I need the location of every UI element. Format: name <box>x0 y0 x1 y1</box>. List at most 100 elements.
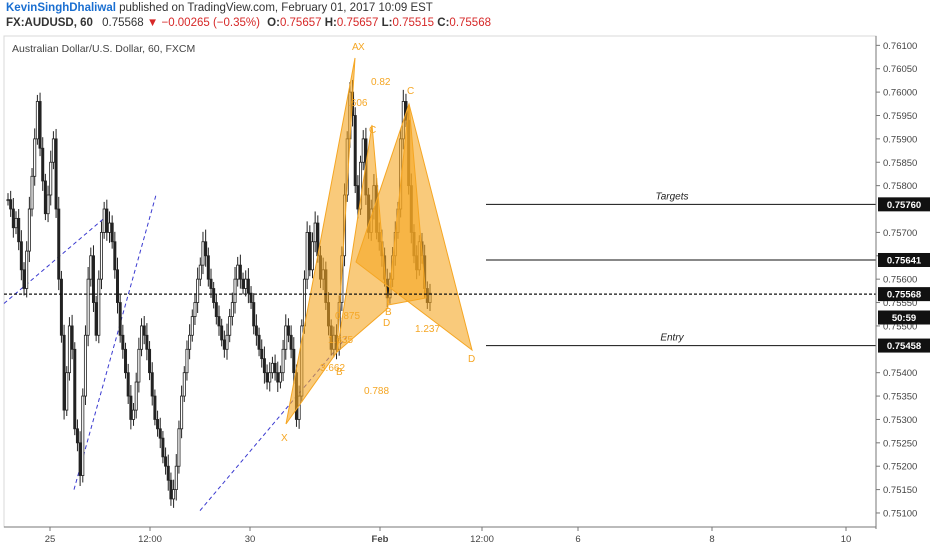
pattern-triangle-xab[interactable] <box>285 57 356 425</box>
candle-body <box>14 217 18 229</box>
price-change: −0.00265 (−0.35%) <box>161 17 260 29</box>
candle-body <box>265 372 269 383</box>
candle-body <box>180 395 184 430</box>
candle-body <box>54 138 58 210</box>
high-value: 0.75657 <box>336 17 379 29</box>
candle-body <box>156 419 160 430</box>
candle-body <box>292 348 296 374</box>
pattern-label: 0.875 <box>335 311 360 322</box>
candle-body <box>65 372 69 411</box>
x-tick-label: 8 <box>709 534 714 545</box>
candle-body <box>91 255 95 303</box>
candle-body <box>262 358 266 374</box>
candle-body <box>238 264 242 280</box>
candle-body <box>268 372 272 383</box>
trend-line <box>3 217 105 304</box>
last-price: 0.75568 <box>102 17 144 29</box>
chart-title: Australian Dollar/U.S. Dollar, 60, FXCM <box>12 43 195 55</box>
harmonic-patterns[interactable]: A X0.82.606CBDC1.237DX0.7883.6621.6350.87… <box>281 42 475 444</box>
candle-body <box>220 325 224 341</box>
pattern-label: 0.82 <box>371 77 391 88</box>
candle-body <box>278 372 282 383</box>
candle-body <box>35 101 39 140</box>
price-badge-label: 0.75458 <box>887 341 921 352</box>
trend-line <box>73 194 157 490</box>
candle-body <box>174 465 178 490</box>
pattern-label: 3.662 <box>320 363 345 374</box>
candle-body <box>225 334 229 350</box>
candle-body <box>62 334 66 411</box>
y-tick-label: 0.75550 <box>883 298 917 309</box>
x-tick-label: 12:00 <box>470 534 494 545</box>
close-value: 0.75568 <box>449 17 491 29</box>
pattern-label: A <box>352 42 359 53</box>
candle-body <box>116 269 120 303</box>
candle-body <box>289 334 293 350</box>
candle-body <box>166 465 170 481</box>
pattern-label: X <box>358 42 365 53</box>
candle-body <box>132 409 136 420</box>
y-tick-label: 0.75500 <box>883 321 917 332</box>
candle-body <box>105 208 109 233</box>
price-badge <box>878 338 930 353</box>
candle-body <box>148 348 152 374</box>
candle-body <box>273 362 277 374</box>
candle-body <box>164 456 168 467</box>
candle-body <box>27 208 31 252</box>
candle-body <box>46 194 50 215</box>
level-label: Targets <box>656 191 689 202</box>
candle-body <box>230 302 234 317</box>
candle-body <box>59 278 63 336</box>
candle-body <box>270 362 274 374</box>
candle-body <box>308 231 312 271</box>
open-label: O: <box>267 17 280 29</box>
price-badge-label: 0.75760 <box>887 200 921 211</box>
pattern-label: B <box>336 367 343 378</box>
candle-body <box>281 348 285 374</box>
y-tick-label: 0.75950 <box>883 111 917 122</box>
candle-body <box>198 264 202 280</box>
candle-body <box>110 222 114 243</box>
candle-body <box>107 222 111 233</box>
candle-body <box>25 250 29 289</box>
candle-body <box>145 334 149 350</box>
price-levels[interactable]: Targets Entry <box>4 191 876 347</box>
pattern-label: 1.635 <box>328 335 353 346</box>
candle-body <box>22 269 26 289</box>
y-tick-label: 0.76100 <box>883 41 917 52</box>
candle-body <box>94 302 98 336</box>
candle-body <box>260 348 264 360</box>
candle-body <box>118 302 122 336</box>
pattern-triangle-inner[interactable] <box>387 103 427 306</box>
pattern-label: C <box>407 86 414 97</box>
y-tick-label: 0.76000 <box>883 88 917 99</box>
candle-body <box>137 348 141 383</box>
candle-body <box>134 381 138 411</box>
candle-body <box>73 348 77 430</box>
candle-body <box>126 372 130 397</box>
candle-body <box>161 437 165 458</box>
candle-body <box>33 138 37 177</box>
candle-body <box>83 334 87 397</box>
candle-body <box>78 442 82 476</box>
candle-body <box>236 264 240 280</box>
candle-body <box>51 138 55 163</box>
y-tick-label: 0.75150 <box>883 485 917 496</box>
candle-body <box>246 278 250 294</box>
candle-body <box>185 348 189 374</box>
candle-body <box>284 325 288 350</box>
candle-body <box>252 302 256 327</box>
price-badge <box>878 252 930 267</box>
y-tick-label: 0.75200 <box>883 462 917 473</box>
pattern-label: X <box>281 433 288 444</box>
close-label: C: <box>437 17 450 29</box>
price-badge <box>878 287 930 302</box>
candle-body <box>313 222 317 243</box>
candle-body <box>89 255 93 280</box>
author-link[interactable]: KevinSinghDhaliwal <box>6 2 116 14</box>
low-value: 0.75515 <box>392 17 435 29</box>
publication-line: KevinSinghDhaliwal published on TradingV… <box>6 2 433 14</box>
candle-body <box>121 334 125 350</box>
candle-body <box>124 348 128 374</box>
